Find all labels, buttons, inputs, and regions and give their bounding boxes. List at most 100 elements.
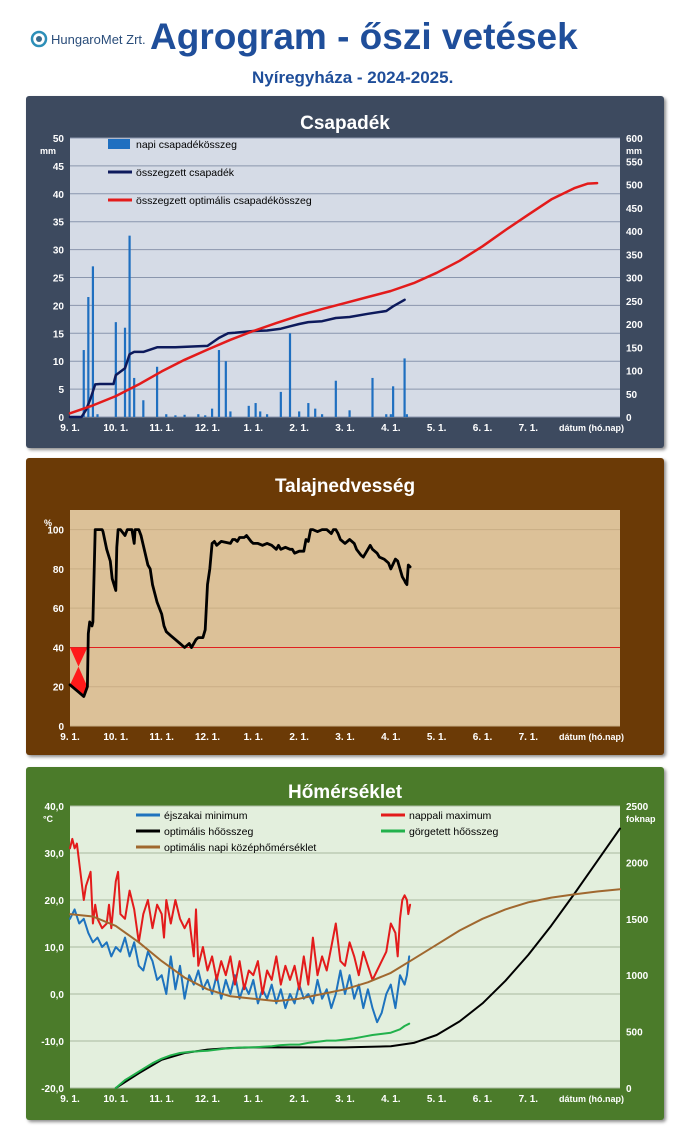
x-tick-label: 10. 1.: [103, 732, 128, 743]
soil-moisture-chart: Talajnedvesség 0 20 40 60 80 100% 9. 1. 10. 1. 11…: [44, 476, 624, 743]
y-tick-label-left: 0: [58, 722, 64, 733]
logo-text: HungaroMet Zrt.: [51, 31, 146, 47]
precip-bar: [224, 361, 227, 417]
y-tick-label-right: 400: [626, 227, 643, 238]
y-axis-unit-left: %: [44, 518, 52, 528]
precip-bar: [91, 266, 95, 417]
y-tick-label-left: 40: [53, 643, 65, 654]
precip-bar: [405, 414, 408, 417]
y-axis-unit-left: mm: [40, 146, 56, 156]
x-tick-label: 3. 1.: [335, 423, 355, 434]
precip-bar: [403, 358, 406, 417]
y-tick-label-left: 5: [58, 385, 64, 396]
y-tick-label-left: 40,0: [45, 802, 65, 813]
precip-bar: [307, 403, 310, 417]
y-tick-label-right: 350: [626, 250, 643, 261]
x-tick-label: 5. 1.: [427, 732, 447, 743]
precip-bar: [334, 380, 337, 417]
x-tick-label: 3. 1.: [335, 1094, 355, 1105]
y-tick-label-right: 200: [626, 320, 643, 331]
x-axis-label: dátum (hó.nap): [559, 423, 624, 433]
y-tick-label-left: 20,0: [45, 896, 65, 907]
y-tick-label-right: 250: [626, 297, 643, 308]
y-tick-label-left: -20,0: [41, 1084, 64, 1095]
precip-bar: [155, 366, 159, 417]
precip-bar: [288, 333, 292, 417]
y-tick-label-right: 2000: [626, 858, 649, 869]
y-tick-label-left: -10,0: [41, 1037, 64, 1048]
y-tick-label-left: 20: [53, 683, 65, 694]
precip-bar: [210, 408, 214, 417]
x-tick-label: 10. 1.: [103, 1094, 128, 1105]
precip-bar: [183, 414, 186, 417]
precip-bar: [298, 411, 301, 417]
precip-bar: [174, 415, 177, 417]
x-tick-label: 9. 1.: [60, 1094, 80, 1105]
y-axis-unit-left: °C: [43, 814, 54, 824]
y-axis-unit-right: foknap: [626, 814, 656, 824]
x-tick-label: 12. 1.: [195, 423, 220, 434]
y-tick-label-right: 0: [626, 413, 632, 424]
series-line-2: [68, 298, 406, 419]
precip-bar: [254, 403, 257, 417]
y-tick-label-left: 25: [53, 274, 65, 285]
precip-bar: [142, 400, 145, 417]
page-title: Agrogram - őszi vetések: [150, 16, 578, 57]
precip-bar: [279, 391, 282, 417]
legend-label: nappali maximum: [409, 810, 492, 822]
y-tick-label-right: 50: [626, 390, 638, 401]
legend-label: összegzett optimális csapadékösszeg: [136, 195, 312, 207]
y-tick-label-right: 500: [626, 181, 643, 192]
y-tick-label-right: 150: [626, 343, 643, 354]
x-tick-label: 10. 1.: [103, 423, 128, 434]
x-tick-label: 7. 1.: [519, 1094, 539, 1105]
hungaromet-logo-icon: [30, 30, 48, 48]
precip-bar: [217, 350, 221, 417]
x-tick-label: 7. 1.: [519, 423, 539, 434]
y-tick-label-right: 1500: [626, 915, 649, 926]
y-tick-label-left: 10,0: [45, 943, 65, 954]
precip-bar: [320, 414, 324, 417]
legend-swatch: [108, 139, 130, 149]
y-tick-label-right: 100: [626, 367, 643, 378]
y-tick-label-left: 60: [53, 604, 65, 615]
x-tick-label: 1. 1.: [244, 1094, 264, 1105]
x-axis-label: dátum (hó.nap): [559, 1094, 624, 1104]
y-tick-label-right: 450: [626, 204, 643, 215]
precip-bar: [247, 405, 250, 417]
x-tick-label: 7. 1.: [519, 732, 539, 743]
y-tick-label-left: 80: [53, 565, 65, 576]
y-tick-label-left: 30: [53, 246, 65, 257]
legend-label: görgetett hőösszeg: [409, 826, 498, 838]
series-line-5: [69, 888, 621, 1003]
x-tick-label: 3. 1.: [335, 732, 355, 743]
x-tick-label: 9. 1.: [60, 423, 80, 434]
y-tick-label-left: 15: [53, 329, 65, 340]
y-tick-label-right: 0: [626, 1084, 632, 1095]
x-tick-label: 6. 1.: [473, 732, 493, 743]
legend-label: optimális napi középhőmérséklet: [164, 842, 316, 854]
y-tick-label-left: 45: [53, 162, 65, 173]
precip-bar: [114, 322, 117, 417]
x-tick-label: 11. 1.: [149, 423, 174, 434]
y-tick-label-left: 100: [47, 526, 64, 537]
y-tick-label-left: 50: [53, 134, 65, 145]
y-tick-label-left: 30,0: [45, 849, 65, 860]
x-tick-label: 4. 1.: [381, 732, 401, 743]
y-tick-label-left: 40: [53, 190, 65, 201]
company-logo: HungaroMet Zrt.: [30, 30, 146, 48]
x-tick-label: 1. 1.: [244, 423, 264, 434]
legend-label: napi csapadékösszeg: [136, 139, 237, 151]
precip-bar: [133, 377, 136, 417]
x-tick-label: 2. 1.: [289, 423, 309, 434]
x-tick-label: 6. 1.: [473, 1094, 493, 1105]
y-tick-label-left: 0: [58, 413, 64, 424]
precip-bar: [265, 414, 269, 417]
x-tick-label: 5. 1.: [427, 1094, 447, 1105]
y-tick-label-right: 300: [626, 274, 643, 285]
precip-bar: [128, 235, 131, 417]
legend-label: összegzett csapadék: [136, 167, 235, 179]
y-axis-unit-right: mm: [626, 146, 642, 156]
precipitation-panel: Csapadék 0 5 10 15 20 25 30 35 40 45 50 0 50 100 150 200…: [26, 96, 664, 448]
x-tick-label: 4. 1.: [381, 423, 401, 434]
